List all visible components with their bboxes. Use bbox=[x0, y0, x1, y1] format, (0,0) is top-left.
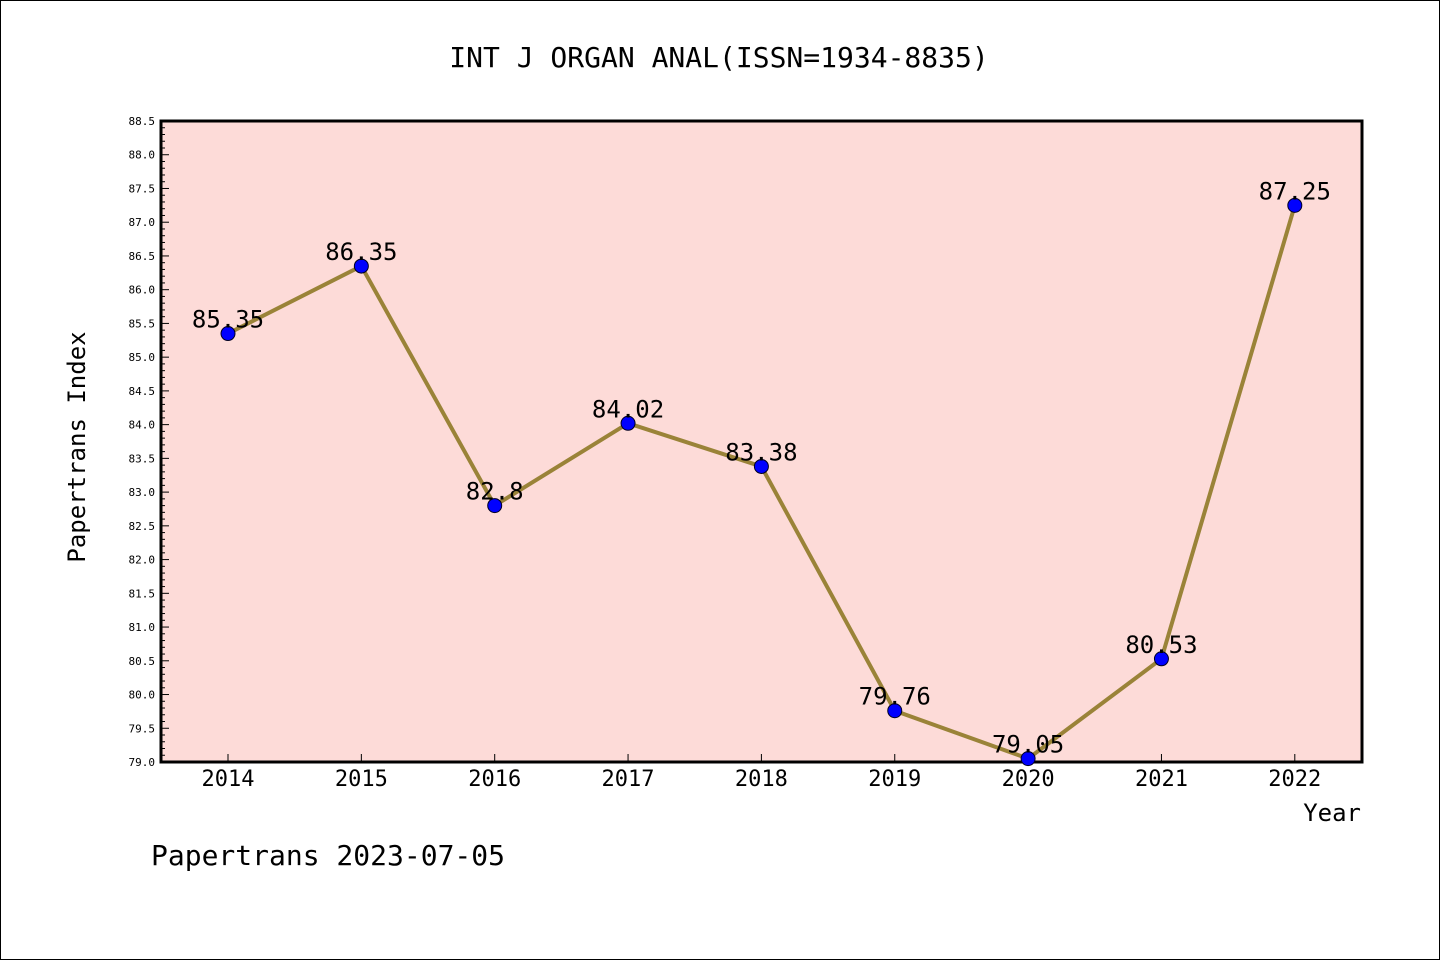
series-group: 85.35 86.35 82.8 84.02 83.38 79.76 79.05 80.53 8… bbox=[192, 177, 1331, 767]
data-point bbox=[487, 498, 503, 514]
x-axis: 2014 2015 2016 2017 2018 2019 2020 2021 2022 bbox=[202, 754, 1321, 792]
y-tick-label: 82.0 bbox=[129, 554, 156, 567]
y-tick-label: 85.0 bbox=[129, 351, 156, 364]
data-label: 80.53 bbox=[1125, 631, 1197, 659]
data-label: 79.05 bbox=[992, 731, 1064, 759]
x-tick-label: 2015 bbox=[335, 767, 388, 792]
data-label: 79.76 bbox=[859, 683, 931, 711]
x-axis-label: Year bbox=[1303, 799, 1361, 827]
y-tick-label: 80.0 bbox=[129, 689, 156, 702]
x-tick-label: 2022 bbox=[1268, 767, 1321, 792]
y-tick-label: 87.5 bbox=[129, 182, 156, 195]
x-tick-label: 2016 bbox=[468, 767, 521, 792]
y-tick-label: 86.0 bbox=[129, 284, 156, 297]
y-tick-label: 84.0 bbox=[129, 419, 156, 432]
y-tick-label: 85.5 bbox=[129, 317, 156, 330]
y-tick-label: 81.0 bbox=[129, 621, 156, 634]
x-tick-label: 2021 bbox=[1135, 767, 1188, 792]
data-point bbox=[1020, 751, 1036, 767]
y-tick-label: 86.5 bbox=[129, 250, 156, 263]
y-axis-label: Papertrans Index bbox=[63, 331, 91, 562]
chart-title: INT J ORGAN ANAL(ISSN=1934-8835) bbox=[449, 41, 988, 74]
data-label: 86.35 bbox=[325, 238, 397, 266]
data-point bbox=[887, 703, 903, 719]
data-point bbox=[1287, 197, 1303, 213]
y-tick-label: 83.5 bbox=[129, 452, 156, 465]
y-tick-label: 80.5 bbox=[129, 655, 156, 668]
y-tick-label: 87.0 bbox=[129, 216, 156, 229]
y-tick-label: 79.0 bbox=[129, 756, 156, 769]
x-tick-label: 2018 bbox=[735, 767, 788, 792]
data-point bbox=[620, 415, 636, 431]
data-label: 85.35 bbox=[192, 306, 264, 334]
y-tick-label: 88.0 bbox=[129, 149, 156, 162]
y-axis: 79.0 79.5 80.0 80.5 81.0 81.5 82.0 82.5 83.0 83.5… bbox=[129, 115, 169, 769]
data-point bbox=[220, 326, 236, 342]
y-tick-label: 82.5 bbox=[129, 520, 156, 533]
y-tick-label: 84.5 bbox=[129, 385, 156, 398]
data-label: 83.38 bbox=[725, 438, 797, 466]
x-tick-label: 2014 bbox=[202, 767, 255, 792]
x-tick-label: 2017 bbox=[602, 767, 655, 792]
y-tick-label: 81.5 bbox=[129, 587, 156, 600]
y-tick-label: 83.0 bbox=[129, 486, 156, 499]
footer-text: Papertrans 2023-07-05 bbox=[151, 839, 505, 872]
data-point bbox=[353, 258, 369, 274]
data-label: 82.8 bbox=[466, 478, 524, 506]
data-point bbox=[753, 458, 769, 474]
x-tick-label: 2019 bbox=[868, 767, 921, 792]
data-label: 87.25 bbox=[1259, 177, 1331, 205]
x-tick-label: 2020 bbox=[1002, 767, 1055, 792]
data-label: 84.02 bbox=[592, 395, 664, 423]
y-tick-label: 88.5 bbox=[129, 115, 156, 128]
data-point bbox=[1153, 651, 1169, 667]
y-tick-label: 79.5 bbox=[129, 722, 156, 735]
